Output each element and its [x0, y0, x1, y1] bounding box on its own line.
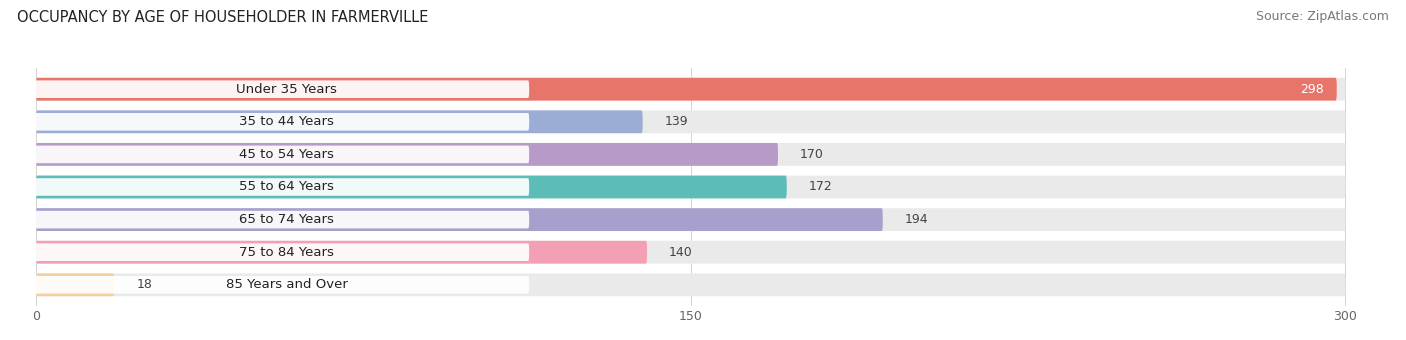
FancyBboxPatch shape [37, 241, 1346, 264]
FancyBboxPatch shape [37, 175, 787, 199]
FancyBboxPatch shape [37, 273, 1346, 296]
FancyBboxPatch shape [37, 175, 1346, 199]
Text: 35 to 44 Years: 35 to 44 Years [239, 115, 335, 128]
FancyBboxPatch shape [27, 146, 529, 163]
Text: 170: 170 [800, 148, 824, 161]
Text: Source: ZipAtlas.com: Source: ZipAtlas.com [1256, 10, 1389, 23]
FancyBboxPatch shape [27, 243, 529, 261]
Text: 45 to 54 Years: 45 to 54 Years [239, 148, 335, 161]
Text: 85 Years and Over: 85 Years and Over [226, 278, 347, 291]
FancyBboxPatch shape [27, 80, 529, 98]
Text: 298: 298 [1301, 83, 1323, 96]
FancyBboxPatch shape [27, 211, 529, 228]
Text: 140: 140 [669, 246, 693, 259]
FancyBboxPatch shape [37, 208, 883, 231]
Text: Under 35 Years: Under 35 Years [236, 83, 337, 96]
FancyBboxPatch shape [27, 276, 529, 294]
Text: 172: 172 [808, 181, 832, 193]
FancyBboxPatch shape [37, 78, 1346, 101]
FancyBboxPatch shape [37, 110, 1346, 133]
FancyBboxPatch shape [37, 110, 643, 133]
FancyBboxPatch shape [37, 143, 1346, 166]
FancyBboxPatch shape [37, 273, 114, 296]
FancyBboxPatch shape [37, 208, 1346, 231]
FancyBboxPatch shape [27, 178, 529, 196]
Text: 65 to 74 Years: 65 to 74 Years [239, 213, 335, 226]
Text: OCCUPANCY BY AGE OF HOUSEHOLDER IN FARMERVILLE: OCCUPANCY BY AGE OF HOUSEHOLDER IN FARME… [17, 10, 429, 25]
FancyBboxPatch shape [37, 78, 1337, 101]
FancyBboxPatch shape [27, 113, 529, 131]
Text: 18: 18 [136, 278, 152, 291]
Text: 75 to 84 Years: 75 to 84 Years [239, 246, 335, 259]
Text: 55 to 64 Years: 55 to 64 Years [239, 181, 335, 193]
FancyBboxPatch shape [37, 241, 647, 264]
FancyBboxPatch shape [37, 143, 778, 166]
Text: 139: 139 [665, 115, 688, 128]
Text: 194: 194 [904, 213, 928, 226]
